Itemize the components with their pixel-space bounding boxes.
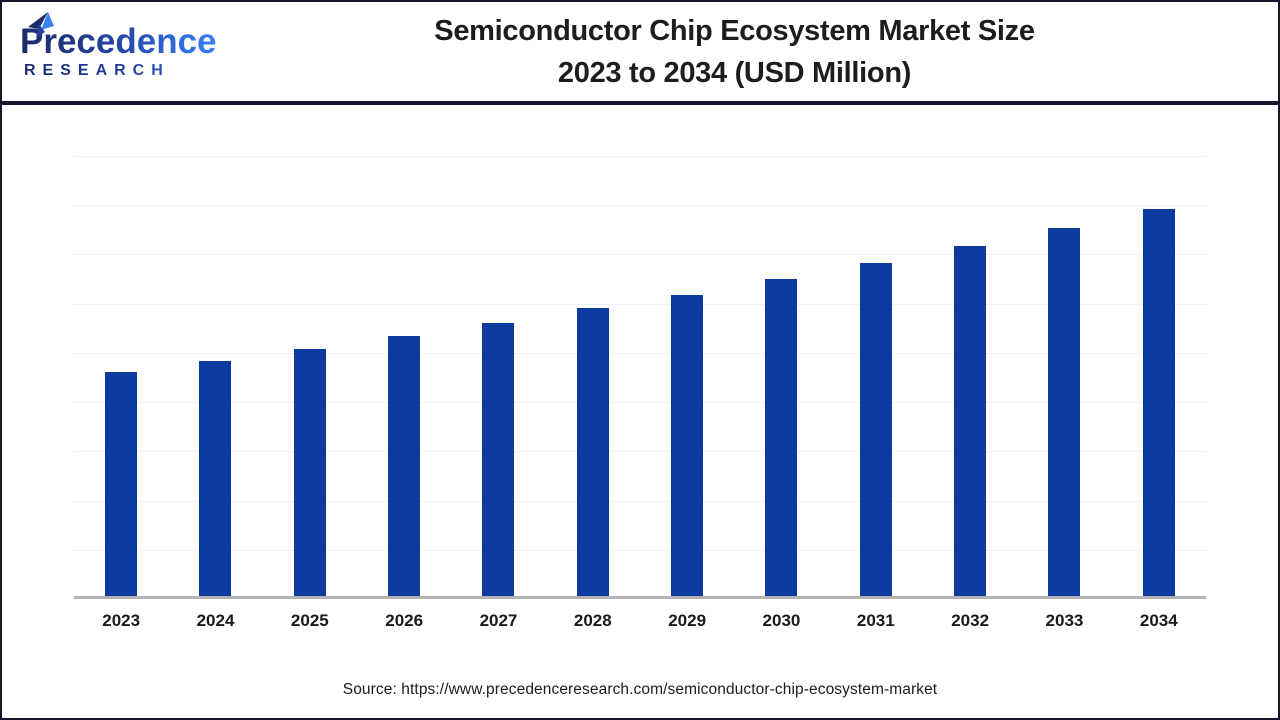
gridline — [74, 254, 1206, 256]
x-axis-label-2031: 2031 — [856, 611, 895, 630]
x-axis-label-2034: 2034 — [1139, 611, 1178, 630]
bar-slot-2024 — [168, 156, 262, 596]
gridline — [74, 303, 1206, 305]
bar-2027 — [482, 323, 515, 596]
x-axis-label-2033: 2033 — [1045, 611, 1084, 630]
brand-subtitle: RESEARCH — [18, 62, 227, 80]
x-axis-label-2027: 2027 — [479, 611, 518, 630]
bar-slot-2030 — [734, 156, 828, 596]
bar-slot-2032 — [923, 156, 1017, 596]
bar-2025 — [293, 349, 326, 596]
bar-2032 — [954, 246, 987, 596]
bar-slot-2028 — [546, 156, 640, 596]
gridline — [74, 500, 1206, 502]
bar-slot-2027 — [451, 156, 545, 596]
chart-title: Semiconductor Chip Ecosystem Market Size… — [227, 10, 1278, 94]
bar-2030 — [765, 279, 798, 596]
x-axis-label-2030: 2030 — [762, 611, 801, 630]
gridline — [74, 352, 1206, 354]
bar-2028 — [576, 308, 609, 596]
bar-slot-2025 — [263, 156, 357, 596]
bar-2026 — [388, 336, 421, 596]
gridline — [74, 205, 1206, 207]
x-axis-label-2029: 2029 — [668, 611, 707, 630]
bar-chart-plot-area — [74, 156, 1206, 599]
x-axis-label-2024: 2024 — [196, 611, 235, 630]
gridline — [74, 451, 1206, 453]
x-axis-label-2032: 2032 — [951, 611, 990, 630]
bar-2031 — [859, 263, 892, 596]
pinwheel-logo-icon — [28, 11, 54, 38]
chart-title-line2: 2023 to 2034 (USD Million) — [557, 56, 912, 89]
brand-name: Precedence — [18, 11, 227, 59]
bar-series — [74, 156, 1206, 596]
gridline — [74, 549, 1206, 551]
bar-2034 — [1142, 209, 1175, 596]
bar-slot-2023 — [74, 156, 168, 596]
chart-title-line1: Semiconductor Chip Ecosystem Market Size — [434, 14, 1035, 47]
bar-2023 — [105, 372, 138, 596]
bar-slot-2029 — [640, 156, 734, 596]
gridline — [74, 156, 1206, 157]
x-axis-labels: 2023 2024 2025 2026 2027 2028 2029 2030 2031 2032… — [74, 611, 1206, 631]
source-citation: Source: https://www.precedenceresearch.c… — [342, 681, 938, 698]
bar-slot-2033 — [1017, 156, 1111, 596]
bar-2033 — [1048, 228, 1081, 596]
x-axis-label-2026: 2026 — [385, 611, 424, 630]
x-axis-label-2028: 2028 — [573, 611, 612, 630]
bar-2024 — [199, 361, 232, 596]
header: Precedence RESEARCH Semiconductor Chip E… — [2, 2, 1278, 105]
x-axis-label-2025: 2025 — [290, 611, 329, 630]
brand-logo: Precedence RESEARCH — [2, 11, 227, 80]
bar-slot-2031 — [829, 156, 923, 596]
bar-slot-2026 — [357, 156, 451, 596]
bar-slot-2034 — [1112, 156, 1206, 596]
bar-2029 — [671, 295, 704, 596]
x-axis-label-2023: 2023 — [102, 611, 141, 630]
gridline — [74, 402, 1206, 404]
